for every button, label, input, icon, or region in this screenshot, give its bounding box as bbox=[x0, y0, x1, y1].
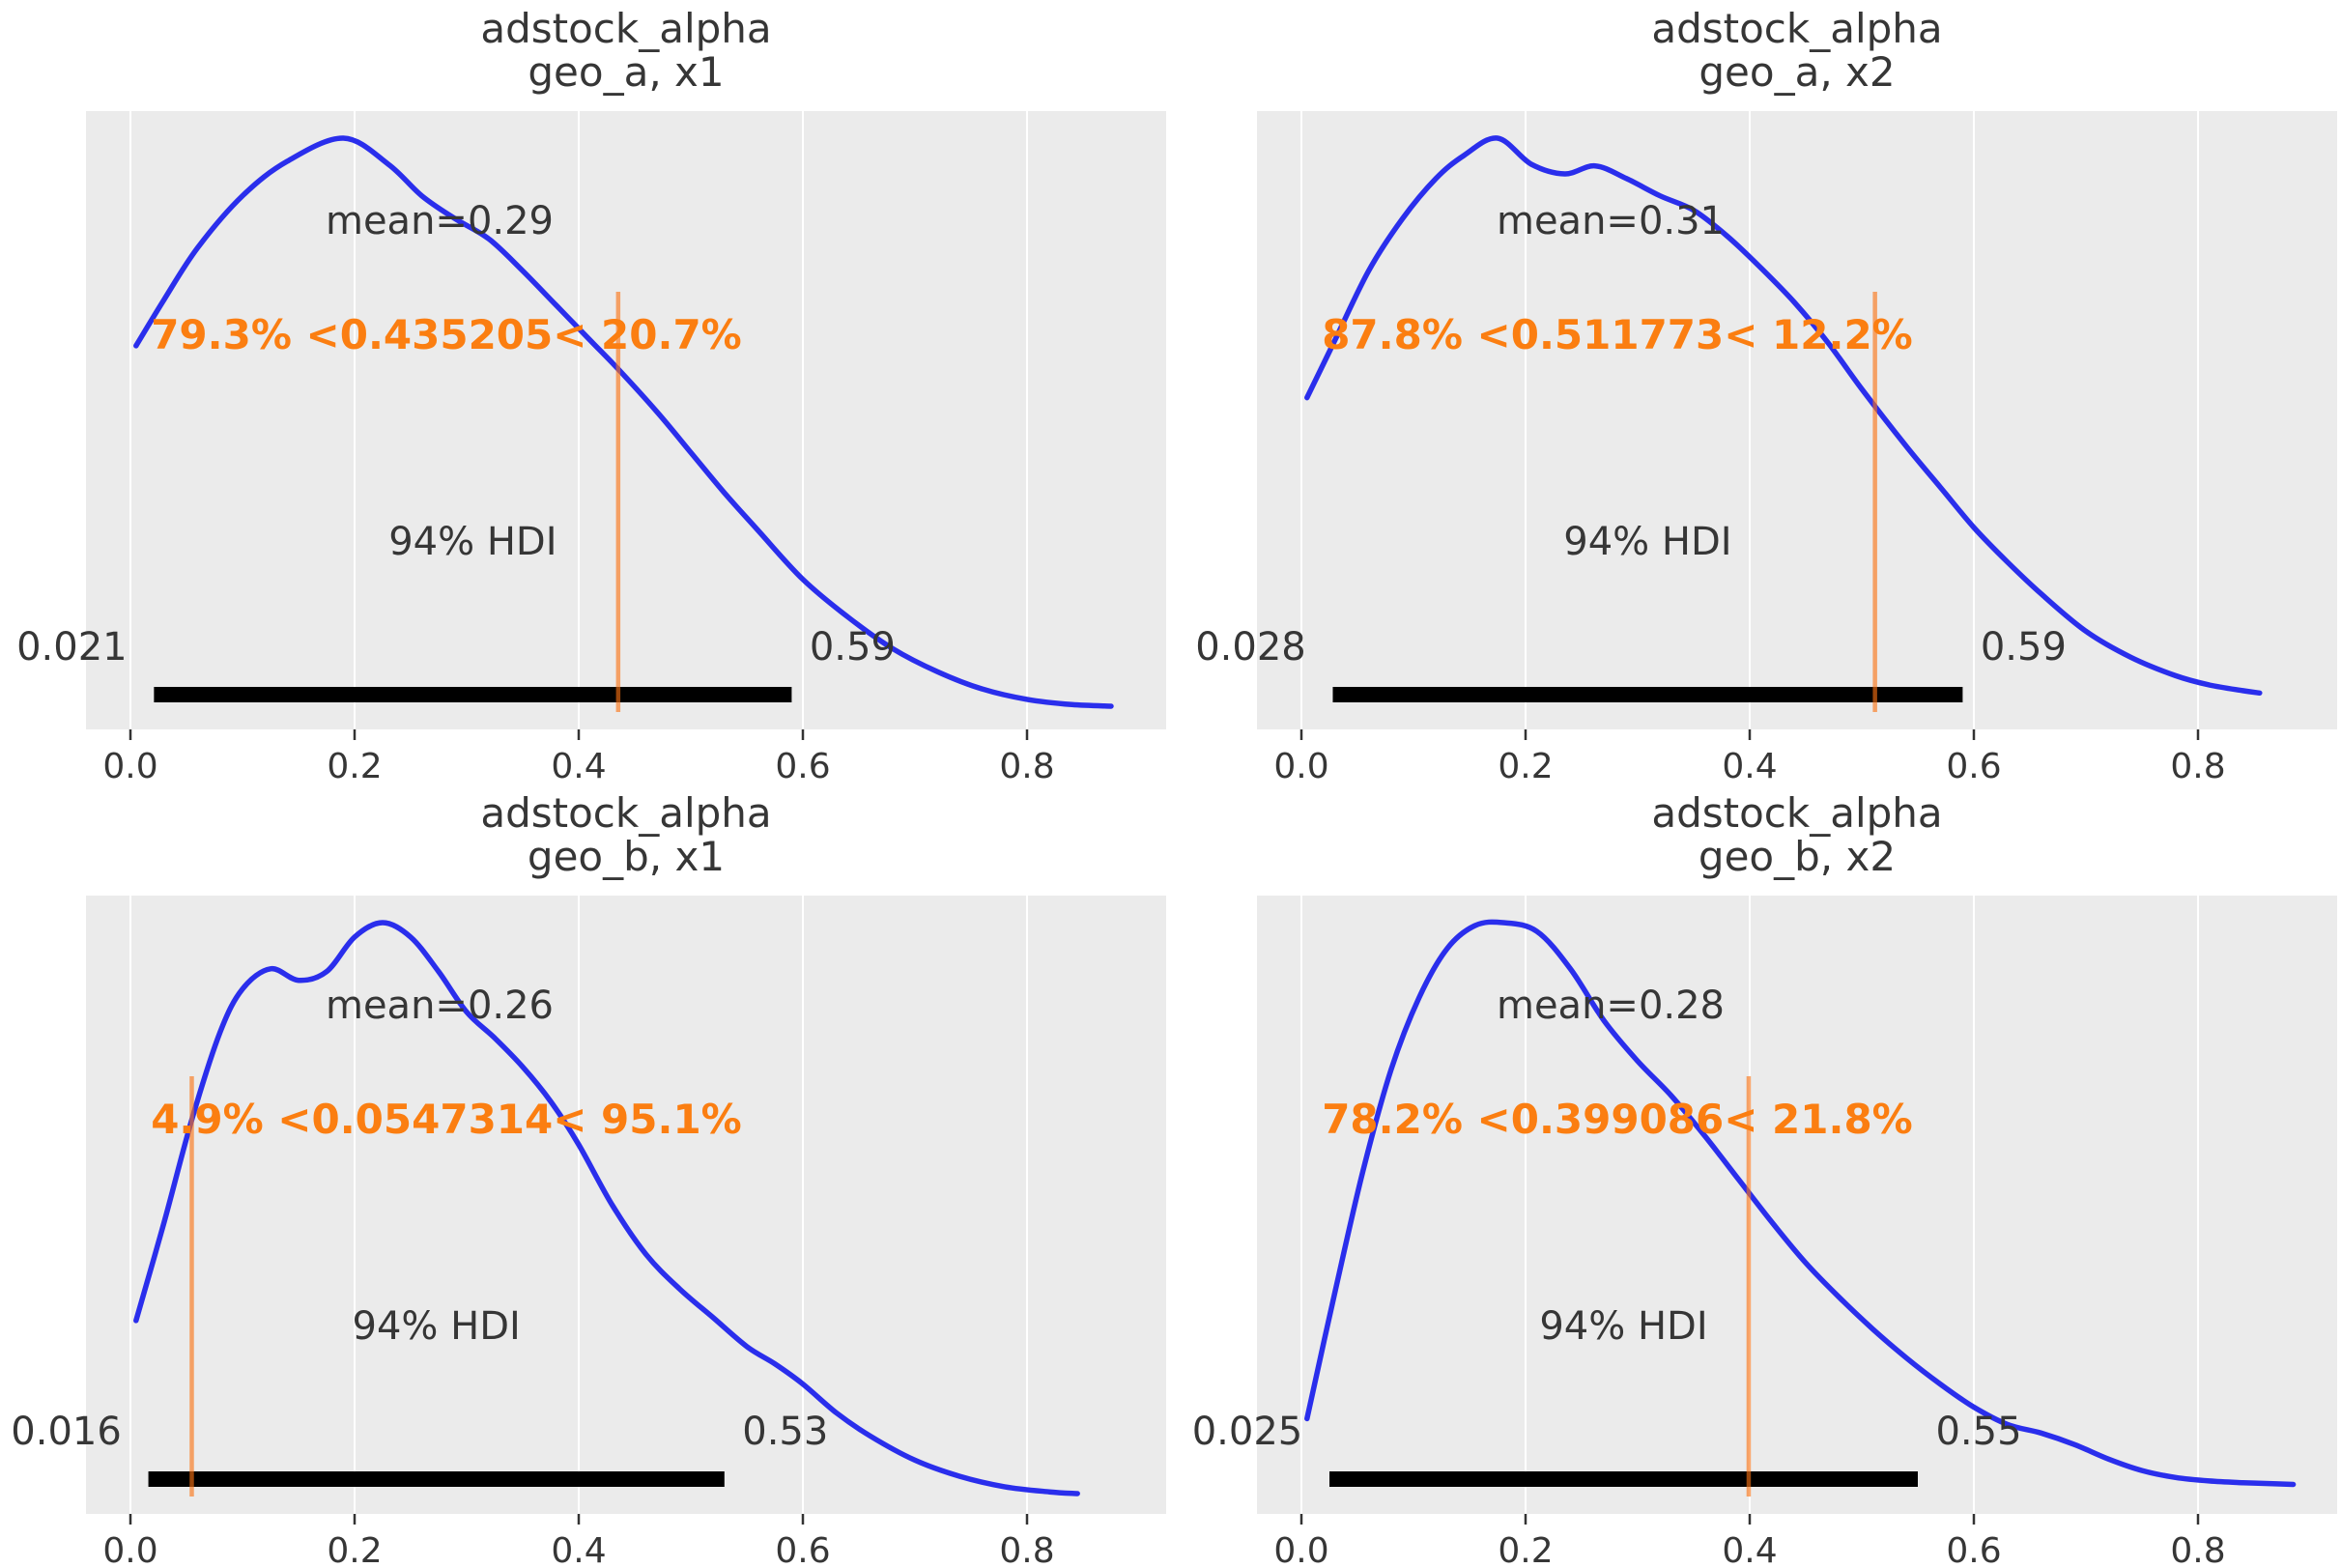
x-tick-label: 0.8 bbox=[999, 1531, 1054, 1568]
x-tick-label: 0.2 bbox=[327, 747, 382, 784]
hdi-label: 94% HDI bbox=[388, 520, 557, 564]
subplot-title-line2: geo_b, x2 bbox=[1699, 833, 1896, 880]
x-tick-label: 0.0 bbox=[102, 747, 157, 784]
x-tick-label: 0.0 bbox=[1273, 1531, 1328, 1568]
axes-panel bbox=[1257, 896, 2337, 1514]
x-tick-label: 0.2 bbox=[1498, 1531, 1553, 1568]
x-tick-label: 0.4 bbox=[551, 747, 606, 784]
x-tick-label: 0.6 bbox=[1946, 1531, 2001, 1568]
hdi-label: 94% HDI bbox=[1539, 1304, 1707, 1349]
ref-value-label: 78.2% <0.399086< 21.8% bbox=[1322, 1096, 1913, 1143]
mean-label: mean=0.28 bbox=[1497, 984, 1725, 1028]
subplot-title-line2: geo_b, x1 bbox=[528, 833, 725, 880]
x-tick-label: 0.6 bbox=[775, 1531, 830, 1568]
kde-curve bbox=[133, 920, 1080, 1497]
hdi-lo-label: 0.021 bbox=[16, 625, 128, 670]
hdi-hi-label: 0.55 bbox=[1935, 1410, 2021, 1454]
subplot-title-line1: adstock_alpha bbox=[1651, 789, 1942, 837]
ref-value-label: 87.8% <0.511773< 12.2% bbox=[1322, 311, 1913, 358]
x-tick-label: 0.8 bbox=[999, 747, 1054, 784]
x-tick-label: 0.2 bbox=[327, 1531, 382, 1568]
mean-label: mean=0.31 bbox=[1497, 199, 1725, 243]
axes-panel bbox=[1257, 111, 2337, 729]
hdi-lo-label: 0.028 bbox=[1195, 625, 1306, 670]
hdi-label: 94% HDI bbox=[1563, 520, 1731, 564]
x-tick-label: 0.6 bbox=[1946, 747, 2001, 784]
hdi-hi-label: 0.59 bbox=[810, 625, 896, 670]
subplot-title-line1: adstock_alpha bbox=[1651, 5, 1942, 52]
x-tick-label: 0.8 bbox=[2170, 1531, 2225, 1568]
x-tick-label: 0.4 bbox=[1722, 1531, 1777, 1568]
axes-panel bbox=[86, 896, 1166, 1514]
subplot-title-line1: adstock_alpha bbox=[480, 789, 771, 837]
x-tick-label: 0.8 bbox=[2170, 747, 2225, 784]
ref-value-label: 79.3% <0.435205< 20.7% bbox=[151, 311, 742, 358]
x-tick-label: 0.4 bbox=[1722, 747, 1777, 784]
x-tick-label: 0.2 bbox=[1498, 747, 1553, 784]
kde-curve bbox=[1304, 135, 2263, 697]
subplot-title-line2: geo_a, x2 bbox=[1699, 48, 1895, 96]
kde-curve bbox=[133, 135, 1114, 709]
x-tick-label: 0.6 bbox=[775, 747, 830, 784]
hdi-hi-label: 0.59 bbox=[1981, 625, 2067, 670]
kde-curve bbox=[1304, 919, 2297, 1488]
subplot-title-line1: adstock_alpha bbox=[480, 5, 771, 52]
x-tick-label: 0.0 bbox=[1273, 747, 1328, 784]
hdi-label: 94% HDI bbox=[353, 1304, 521, 1349]
hdi-lo-label: 0.025 bbox=[1192, 1410, 1303, 1454]
ref-value-label: 4.9% <0.0547314< 95.1% bbox=[151, 1096, 742, 1143]
mean-label: mean=0.26 bbox=[326, 984, 554, 1028]
hdi-lo-label: 0.016 bbox=[11, 1410, 122, 1454]
subplot-title-line2: geo_a, x1 bbox=[528, 48, 724, 96]
x-tick-label: 0.0 bbox=[102, 1531, 157, 1568]
mean-label: mean=0.29 bbox=[326, 199, 554, 243]
hdi-hi-label: 0.53 bbox=[742, 1410, 828, 1454]
axes-panel bbox=[86, 111, 1166, 729]
x-tick-label: 0.4 bbox=[551, 1531, 606, 1568]
